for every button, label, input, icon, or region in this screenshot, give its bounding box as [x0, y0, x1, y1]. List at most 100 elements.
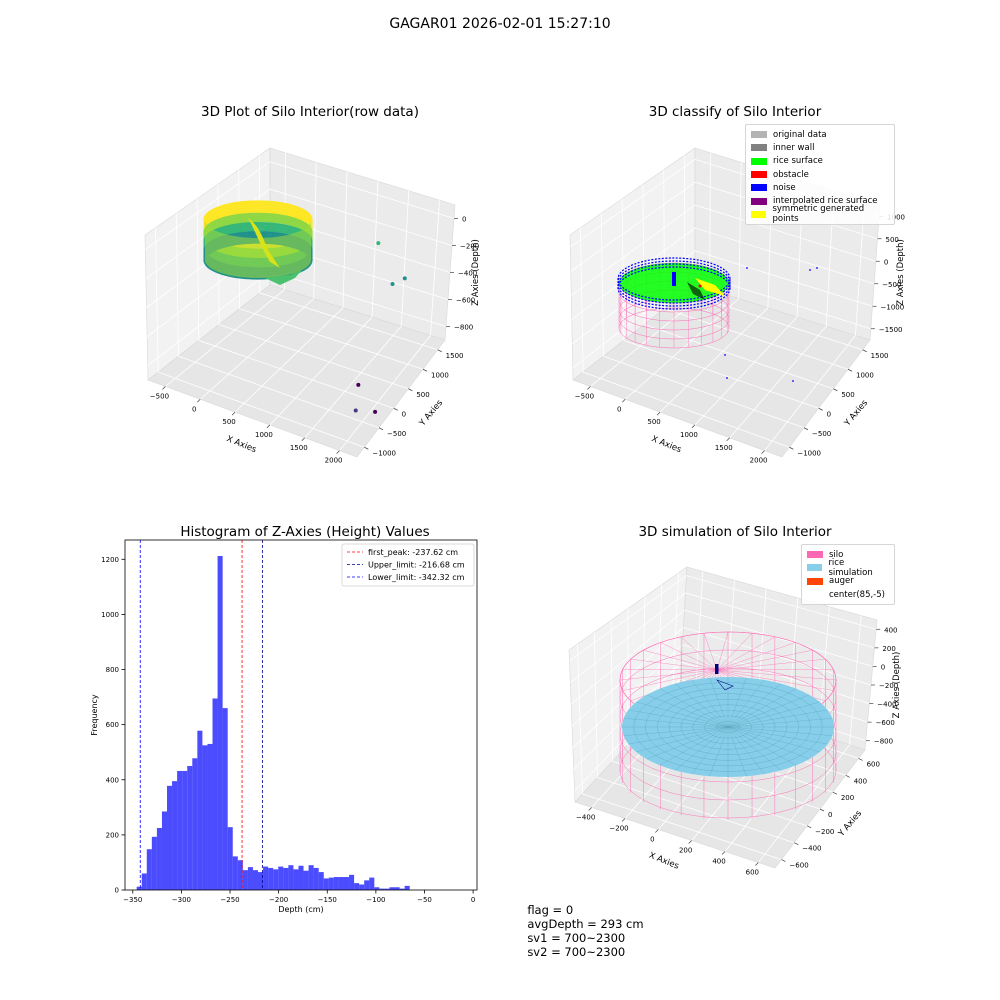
x-tick-label: 2000 — [750, 457, 768, 465]
y-tick-label: −500 — [387, 430, 406, 438]
histogram-bar — [349, 874, 355, 890]
x-gridline — [624, 162, 742, 400]
z-axis-label: Z Axies (Depth) — [471, 239, 481, 306]
x-tick — [726, 437, 730, 441]
x-tick — [588, 807, 592, 811]
legend-item: center(85,-5) — [807, 588, 889, 601]
outlier-point — [376, 241, 381, 246]
legend-label: original data — [773, 129, 827, 140]
legend-item: rice surface — [751, 155, 889, 168]
legend-label: rice simulation — [828, 557, 873, 578]
y-gridline — [580, 227, 790, 448]
y-tick-label: −200 — [815, 828, 834, 836]
noise-point — [816, 267, 818, 269]
symmetric-points-patch — [695, 278, 725, 296]
z-tick-label: −1500 — [879, 326, 903, 334]
histogram-bar — [146, 849, 152, 890]
y-tick-label: −1000 — [372, 449, 396, 457]
z-tick-label: −1000 — [881, 303, 905, 311]
z-gridline — [145, 161, 455, 250]
y-tick — [806, 825, 812, 829]
rice-mesh-spoke — [636, 726, 729, 753]
y-tick-label: 0 — [402, 410, 406, 418]
panel-title-raw: 3D Plot of Silo Interior(row data) — [201, 104, 419, 120]
status-line: flag = 0 avgDepth = 293 cm sv1 = 700~230… — [520, 889, 654, 959]
axes-box: −500 0 500 1000 1500 2000 −1000 −500 0 500 1000 150… — [569, 147, 906, 465]
rice-mesh-spoke — [691, 726, 729, 775]
histogram-bar — [182, 770, 188, 890]
z-tick-label: 0 — [881, 663, 885, 671]
x-tick-label: −200 — [609, 825, 628, 833]
z-tick-label: −600 — [876, 719, 895, 727]
y-axis-label: Y Axies — [836, 808, 864, 839]
auger-marker — [715, 664, 719, 674]
legend-swatch — [807, 591, 823, 598]
histogram-bar — [136, 886, 142, 890]
histogram-bars — [136, 555, 410, 890]
y-gridline — [175, 213, 380, 429]
x-tick — [655, 829, 659, 833]
y-gridline — [621, 198, 819, 409]
raw-point-cloud — [203, 200, 313, 285]
legend-swatch — [751, 184, 767, 192]
rice-mesh-spoke — [628, 726, 729, 745]
histogram-bar — [167, 785, 173, 890]
x-tick — [162, 386, 166, 390]
y-tick-label: 400 — [854, 777, 867, 785]
histogram-bar — [141, 873, 147, 890]
y-gridline — [642, 184, 834, 390]
legend-item: obstacle — [751, 168, 889, 181]
histogram-bar — [389, 887, 395, 890]
histogram-bar — [237, 860, 243, 890]
z-tick-label: 1000 — [887, 213, 905, 221]
z-tick-label: −800 — [454, 324, 473, 332]
histogram-bar — [192, 758, 198, 890]
y-tick-label: 200 — [106, 831, 119, 839]
x-tick — [755, 862, 759, 866]
histogram-bar — [318, 872, 324, 890]
classify-3d-plot: −500 0 500 1000 1500 2000 −1000 −500 0 500 1000 150… — [569, 147, 906, 465]
noise-point — [724, 354, 726, 356]
x-tick-label: −100 — [366, 896, 385, 904]
z-gridline — [570, 609, 873, 705]
histogram-bar — [354, 883, 360, 890]
z-tick-label: −400 — [877, 701, 896, 709]
noise-point — [809, 269, 811, 271]
y-tick-label: 500 — [841, 391, 854, 399]
rice-mesh-spoke — [674, 683, 729, 728]
obstacle-shadow — [687, 282, 705, 300]
histogram-bar — [293, 869, 299, 890]
outlier-point — [390, 282, 395, 287]
silo-roof-spoke — [716, 631, 729, 671]
histogram-bar — [359, 884, 365, 890]
histogram-bar — [232, 856, 238, 890]
legend-label: Upper_limit: -216.68 cm — [368, 561, 465, 570]
status-sv2: sv2 = 700~2300 — [527, 945, 626, 959]
y-axis-label: Y Axies — [417, 398, 445, 429]
y-gridline — [196, 198, 394, 409]
y-tick-label: 0 — [828, 811, 832, 819]
y-axis-label: Y Axies — [842, 398, 870, 429]
silo-roof-spoke — [716, 642, 796, 671]
legend-label: auger — [829, 576, 854, 587]
x-tick-label: 500 — [647, 418, 660, 426]
histogram-bar — [399, 888, 405, 890]
histogram-bar — [394, 887, 400, 890]
z-tick-label: −600 — [456, 297, 475, 305]
histogram-bar — [364, 880, 370, 890]
noise-point — [726, 377, 728, 379]
y-gridline — [600, 213, 805, 429]
y-tick — [819, 808, 825, 812]
rice-mesh-spoke — [628, 709, 729, 728]
x-tick-label: 0 — [650, 836, 654, 844]
y-tick — [833, 388, 838, 392]
y-tick-label: 200 — [841, 794, 854, 802]
histogram-bar — [202, 745, 208, 890]
y-tick-label: 600 — [106, 721, 119, 729]
x-tick-label: 1500 — [290, 444, 308, 452]
histogram-bar — [172, 781, 178, 890]
y-tick-label: 800 — [106, 666, 119, 674]
histogram-bar — [187, 765, 193, 890]
rice-bottom-patch — [265, 270, 302, 285]
legend-label: silo — [829, 549, 844, 560]
